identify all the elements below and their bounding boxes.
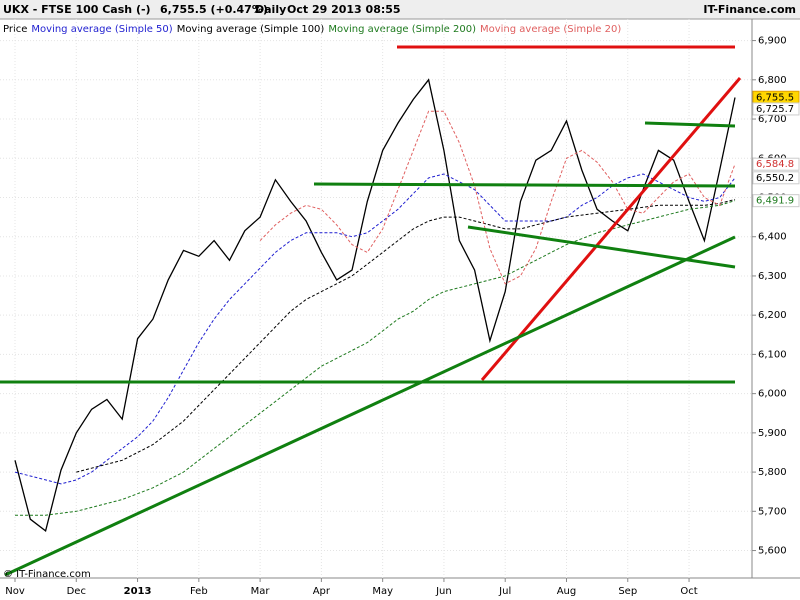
legend-entry: Moving average (Simple 20) [480, 24, 621, 35]
green-trend-line [4, 235, 736, 577]
price-label: 6,584.8 [756, 159, 794, 170]
legend-entry: Price [3, 24, 27, 35]
green-trend-line [467, 225, 736, 269]
y-tick-label: 5,700 [758, 506, 787, 517]
trend-lines [0, 45, 742, 577]
x-tick-label: Dec [67, 586, 86, 597]
price-label-box [752, 171, 800, 185]
x-tick-label: Jul [498, 586, 511, 597]
x-tick-label: Aug [557, 586, 577, 597]
price-label: 6,725.7 [756, 104, 794, 115]
moving-average-line [259, 110, 736, 285]
y-tick-label: 6,400 [758, 232, 787, 243]
support-line [313, 182, 736, 188]
y-tick-label: 5,600 [758, 546, 787, 557]
legend-entry: Moving average (Simple 200) [328, 24, 476, 35]
source: IT-Finance.com [703, 3, 796, 16]
x-tick-label: Feb [190, 586, 208, 597]
legend-entry: Moving average (Simple 100) [177, 24, 325, 35]
moving-average-line [15, 200, 736, 516]
y-tick-label: 6,200 [758, 310, 787, 321]
red-trend-line [480, 77, 742, 381]
timeframe: Daily [255, 3, 286, 16]
price-label: 6,491.9 [756, 196, 794, 207]
x-tick-label: Sep [618, 586, 637, 597]
date: Oct 29 2013 08:55 [287, 3, 401, 16]
quote: 6,755.5 (+0.47%) [160, 3, 268, 16]
header-bar [0, 0, 800, 19]
x-tick-label: Jun [435, 586, 452, 597]
x-tick-label: Apr [313, 586, 331, 597]
x-tick-label: May [372, 586, 393, 597]
y-tick-label: 6,100 [758, 349, 787, 360]
chart-title: UKX - FTSE 100 Cash (-) [3, 3, 151, 16]
price-label-box [752, 157, 800, 171]
y-tick-label: 6,700 [758, 114, 787, 125]
x-tick-label: Nov [5, 586, 25, 597]
price-label: 6,550.2 [756, 173, 794, 184]
price-label-box [752, 194, 800, 208]
copyright: © IT-Finance.com [3, 569, 91, 580]
y-tick-label: 6,300 [758, 271, 787, 282]
y-tick-label: 6,000 [758, 389, 787, 400]
x-tick-label: Mar [251, 586, 271, 597]
x-tick-label: Oct [680, 586, 697, 597]
x-tick-label: 2013 [124, 586, 152, 597]
support-line [644, 121, 736, 128]
y-tick-label: 6,900 [758, 36, 787, 47]
price-label: 6,755.5 [756, 92, 794, 103]
moving-average-line [76, 198, 736, 473]
legend-entry: Moving average (Simple 50) [31, 24, 172, 35]
y-tick-label: 5,900 [758, 428, 787, 439]
legend: Price Moving average (Simple 50) Moving av… [3, 24, 621, 35]
y-tick-label: 5,800 [758, 467, 787, 478]
price-label-box [752, 102, 800, 116]
y-tick-label: 6,800 [758, 75, 787, 86]
